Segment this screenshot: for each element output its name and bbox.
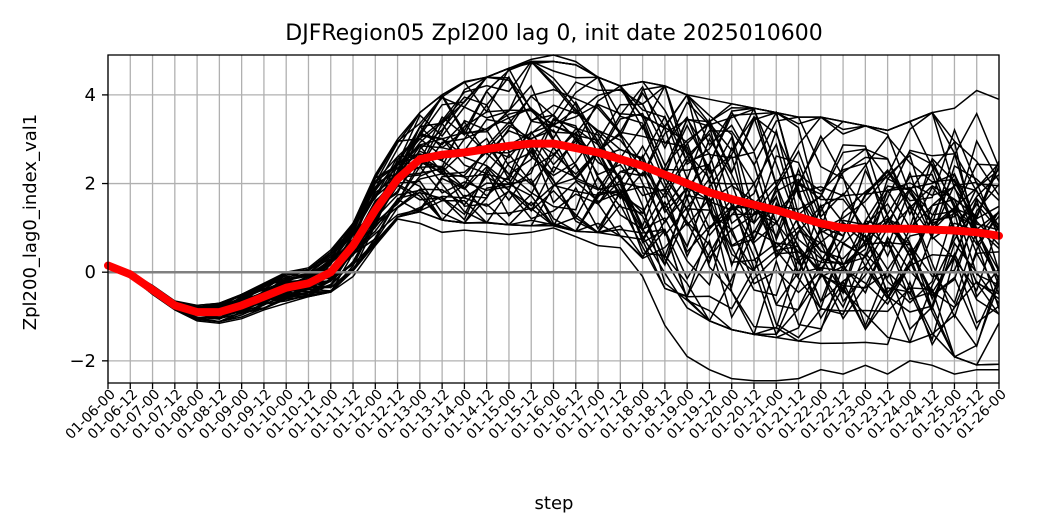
x-axis-ticks: 01-06-0001-06-1201-07-0001-07-1201-08-00… xyxy=(63,383,1010,443)
ensemble-mean-line xyxy=(104,139,1003,317)
y-tick-label: 4 xyxy=(85,85,96,106)
x-axis-label: step xyxy=(535,493,574,514)
y-axis-ticks: −2 0 2 4 xyxy=(69,85,108,372)
ensemble-member-line xyxy=(107,144,1000,342)
y-tick-label: −2 xyxy=(69,351,96,372)
y-axis-label: Zpl200_lag0_index_val1 xyxy=(20,114,41,330)
y-tick-label: 2 xyxy=(85,174,96,195)
y-tick-label: 0 xyxy=(85,262,96,283)
ensemble-min-line xyxy=(107,218,999,382)
ensemble-member-line xyxy=(107,133,1000,315)
ensemble-member-line xyxy=(107,112,1000,309)
chart-title: DJFRegion05 Zpl200 lag 0, init date 2025… xyxy=(285,21,822,46)
ensemble-member-line xyxy=(107,95,1000,316)
ensemble-member-line xyxy=(107,118,1000,312)
